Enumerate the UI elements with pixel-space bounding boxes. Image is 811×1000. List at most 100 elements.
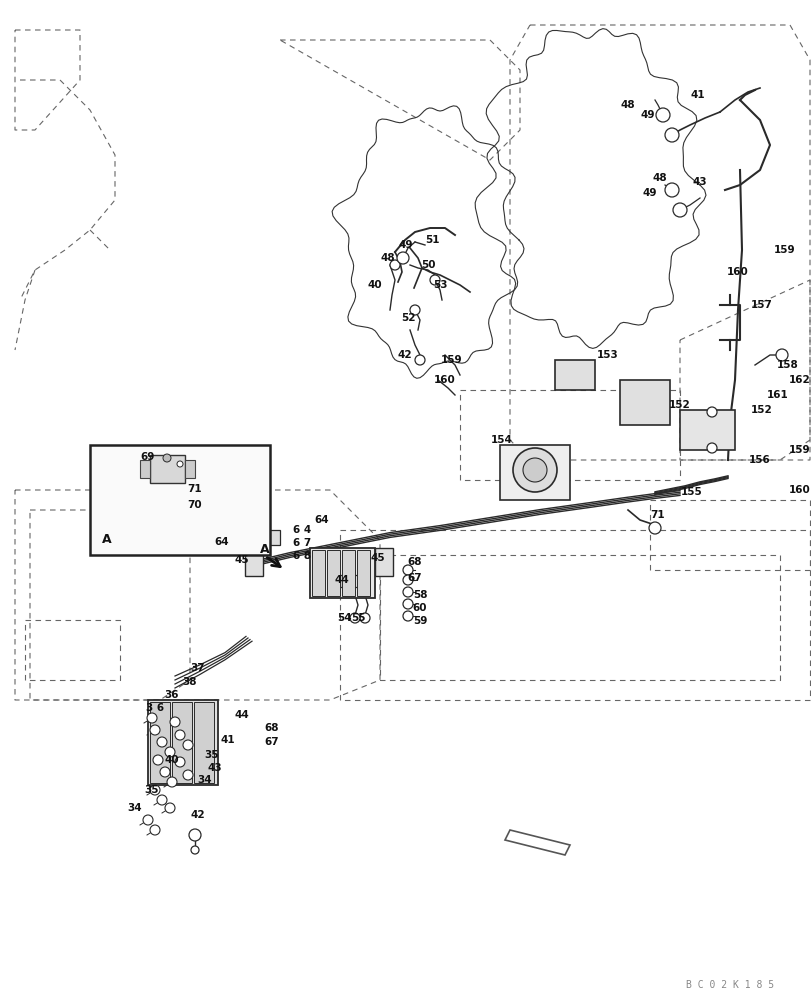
Text: 67: 67 [264, 737, 279, 747]
Polygon shape [504, 830, 569, 855]
Text: 6 7: 6 7 [293, 538, 311, 548]
Circle shape [706, 407, 716, 417]
Circle shape [402, 587, 413, 597]
Text: 36: 36 [165, 690, 179, 700]
Text: 6 4: 6 4 [293, 525, 311, 535]
Bar [150, 702, 169, 783]
Bar [245, 548, 263, 576]
Text: 6 8: 6 8 [293, 551, 311, 561]
Bar [340, 575, 359, 587]
Circle shape [664, 183, 678, 197]
Bar [500, 445, 569, 500]
Text: 161: 161 [766, 390, 788, 400]
Text: 162: 162 [788, 375, 810, 385]
Text: 160: 160 [788, 485, 810, 495]
Bar [258, 530, 280, 545]
Circle shape [150, 825, 160, 835]
Circle shape [177, 461, 182, 467]
Bar [90, 445, 270, 555]
Text: 68: 68 [264, 723, 279, 733]
Text: 50: 50 [420, 260, 435, 270]
Text: 159: 159 [773, 245, 795, 255]
Circle shape [655, 108, 669, 122]
Text: 68: 68 [407, 557, 422, 567]
Circle shape [402, 565, 413, 575]
Text: 38: 38 [182, 677, 197, 687]
Text: 41: 41 [221, 735, 235, 745]
Bar [172, 702, 191, 783]
Circle shape [775, 349, 787, 361]
Bar [327, 550, 340, 596]
Circle shape [513, 448, 556, 492]
Text: 55: 55 [350, 613, 365, 623]
Text: 153: 153 [596, 350, 618, 360]
Circle shape [182, 740, 193, 750]
Text: 152: 152 [668, 400, 690, 410]
Text: 44: 44 [234, 710, 249, 720]
Text: 37: 37 [191, 663, 205, 673]
Circle shape [397, 252, 409, 264]
Text: 45: 45 [234, 555, 249, 565]
Text: 40: 40 [165, 755, 179, 765]
Text: 44: 44 [334, 575, 349, 585]
Circle shape [414, 355, 424, 365]
Text: B C 0 2 K 1 8 5: B C 0 2 K 1 8 5 [685, 980, 773, 990]
Bar [357, 550, 370, 596]
Text: 58: 58 [412, 590, 427, 600]
Text: 155: 155 [680, 487, 702, 497]
Circle shape [430, 275, 440, 285]
Circle shape [402, 599, 413, 609]
Text: 43: 43 [208, 763, 222, 773]
Circle shape [175, 730, 185, 740]
Circle shape [522, 458, 547, 482]
Text: 48: 48 [620, 100, 634, 110]
Text: 60: 60 [412, 603, 427, 613]
Text: 40: 40 [367, 280, 382, 290]
Text: 51: 51 [424, 235, 439, 245]
Circle shape [359, 613, 370, 623]
Text: 35: 35 [204, 750, 219, 760]
Circle shape [182, 770, 193, 780]
Text: 156: 156 [749, 455, 770, 465]
Circle shape [169, 717, 180, 727]
Bar [139, 460, 150, 478]
Text: 52: 52 [401, 313, 414, 323]
Circle shape [402, 611, 413, 621]
Text: A: A [102, 533, 111, 546]
Bar [311, 550, 324, 596]
Circle shape [160, 767, 169, 777]
Circle shape [163, 454, 171, 462]
Text: 160: 160 [434, 375, 455, 385]
Text: 49: 49 [398, 240, 413, 250]
Bar [554, 360, 594, 390]
Text: 157: 157 [750, 300, 772, 310]
Text: 53: 53 [432, 280, 447, 290]
Text: 67: 67 [407, 573, 422, 583]
Text: 158: 158 [776, 360, 798, 370]
Text: 59: 59 [412, 616, 427, 626]
Text: 154: 154 [491, 435, 513, 445]
Text: A: A [260, 543, 269, 556]
Bar [148, 700, 217, 785]
Text: 43: 43 [692, 177, 706, 187]
Bar [150, 455, 185, 483]
Text: 42: 42 [397, 350, 412, 360]
Circle shape [147, 713, 157, 723]
Circle shape [402, 575, 413, 585]
Circle shape [143, 815, 152, 825]
Text: 35: 35 [144, 785, 159, 795]
Text: 71: 71 [187, 484, 202, 494]
Text: 64: 64 [214, 537, 229, 547]
Text: 45: 45 [371, 553, 385, 563]
Text: 159: 159 [440, 355, 462, 365]
Circle shape [191, 846, 199, 854]
Text: 64: 64 [315, 515, 329, 525]
Bar [341, 550, 354, 596]
Bar [185, 460, 195, 478]
Circle shape [162, 490, 174, 502]
Text: 70: 70 [187, 500, 202, 510]
Text: 49: 49 [642, 188, 656, 198]
Circle shape [648, 522, 660, 534]
Text: 48: 48 [652, 173, 667, 183]
Text: 160: 160 [726, 267, 748, 277]
